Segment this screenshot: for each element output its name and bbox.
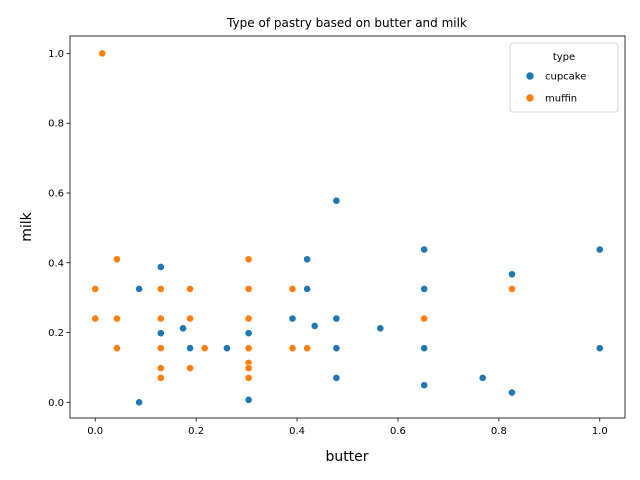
legend: type cupcake muffin: [509, 42, 619, 113]
cupcake-point: [332, 344, 341, 353]
cupcake-point: [303, 255, 312, 264]
muffin-point: [156, 314, 165, 323]
cupcake-point: [244, 395, 253, 404]
cupcake-point: [135, 285, 144, 293]
muffin-point: [200, 344, 209, 353]
cupcake-point: [420, 344, 429, 353]
cupcake-point: [332, 373, 341, 382]
x-tick-label: 0.0: [87, 426, 103, 437]
cupcake-point: [303, 285, 312, 293]
y-axis-label: milk: [19, 211, 35, 241]
x-tick-label: 0.8: [491, 426, 507, 437]
muffin-point: [244, 364, 253, 373]
cupcake-point: [420, 381, 429, 390]
cupcake-point: [332, 196, 341, 205]
legend-marker-cupcake: [525, 71, 535, 81]
cupcake-point: [156, 329, 165, 338]
legend-label-muffin: muffin: [545, 94, 577, 105]
cupcake-point: [595, 245, 604, 254]
muffin-point: [113, 314, 121, 323]
legend-box: [509, 42, 619, 113]
muffin-point: [244, 255, 253, 264]
cupcake-point: [508, 388, 516, 397]
muffin-point: [288, 344, 297, 353]
muffin-point: [156, 285, 165, 293]
muffin-point: [91, 285, 100, 293]
cupcake-point: [223, 344, 231, 353]
plot-frame: [69, 35, 626, 419]
points-layer: [91, 49, 604, 407]
cupcake-point: [179, 324, 187, 333]
cupcake-point: [156, 263, 165, 271]
x-tick-label: 0.6: [390, 426, 406, 437]
muffin-point: [113, 255, 121, 264]
x-tick-label: 0.4: [289, 426, 305, 437]
y-axis-ticks: 0.0 0.2 0.4 0.6 0.8 1.0: [48, 49, 70, 409]
cupcake-point: [244, 329, 253, 338]
muffin-point: [113, 344, 121, 353]
y-tick-label: 0.4: [48, 258, 64, 269]
cupcake-point: [310, 322, 319, 330]
cupcake-point: [332, 314, 341, 323]
cupcake-point: [508, 270, 516, 279]
y-tick-label: 0.2: [48, 328, 64, 339]
muffin-point: [244, 373, 253, 382]
muffin-point: [186, 364, 194, 373]
muffin-point: [303, 344, 312, 353]
legend-marker-muffin: [525, 93, 535, 103]
cupcake-point: [478, 373, 487, 382]
cupcake-point: [376, 324, 385, 333]
cupcake-point: [595, 344, 604, 353]
muffin-point: [186, 285, 194, 293]
muffin-point: [98, 49, 107, 58]
muffin-point: [244, 314, 253, 323]
y-tick-label: 0.0: [48, 398, 64, 409]
x-axis-ticks: 0.0 0.2 0.4 0.6 0.8 1.0: [87, 418, 608, 437]
muffin-point: [244, 344, 253, 353]
y-tick-label: 0.8: [48, 119, 64, 130]
cupcake-point: [420, 285, 429, 293]
x-tick-label: 1.0: [592, 426, 608, 437]
muffin-point: [244, 285, 253, 293]
legend-title: type: [553, 52, 575, 63]
muffin-point: [186, 314, 194, 323]
y-tick-label: 1.0: [48, 49, 64, 60]
y-tick-label: 0.6: [48, 188, 64, 199]
cupcake-point: [288, 314, 297, 323]
cupcake-point: [186, 344, 194, 353]
muffin-point: [156, 344, 165, 353]
muffin-point: [156, 373, 165, 382]
muffin-point: [91, 314, 100, 323]
x-tick-label: 0.2: [188, 426, 204, 437]
cupcake-point: [135, 398, 144, 407]
muffin-point: [508, 285, 516, 293]
x-axis-label: butter: [325, 449, 368, 465]
legend-label-cupcake: cupcake: [545, 72, 586, 83]
cupcake-point: [420, 245, 429, 254]
muffin-point: [288, 285, 297, 293]
muffin-point: [420, 314, 429, 323]
muffin-point: [156, 364, 165, 373]
chart-title: Type of pastry based on butter and milk: [226, 16, 467, 30]
